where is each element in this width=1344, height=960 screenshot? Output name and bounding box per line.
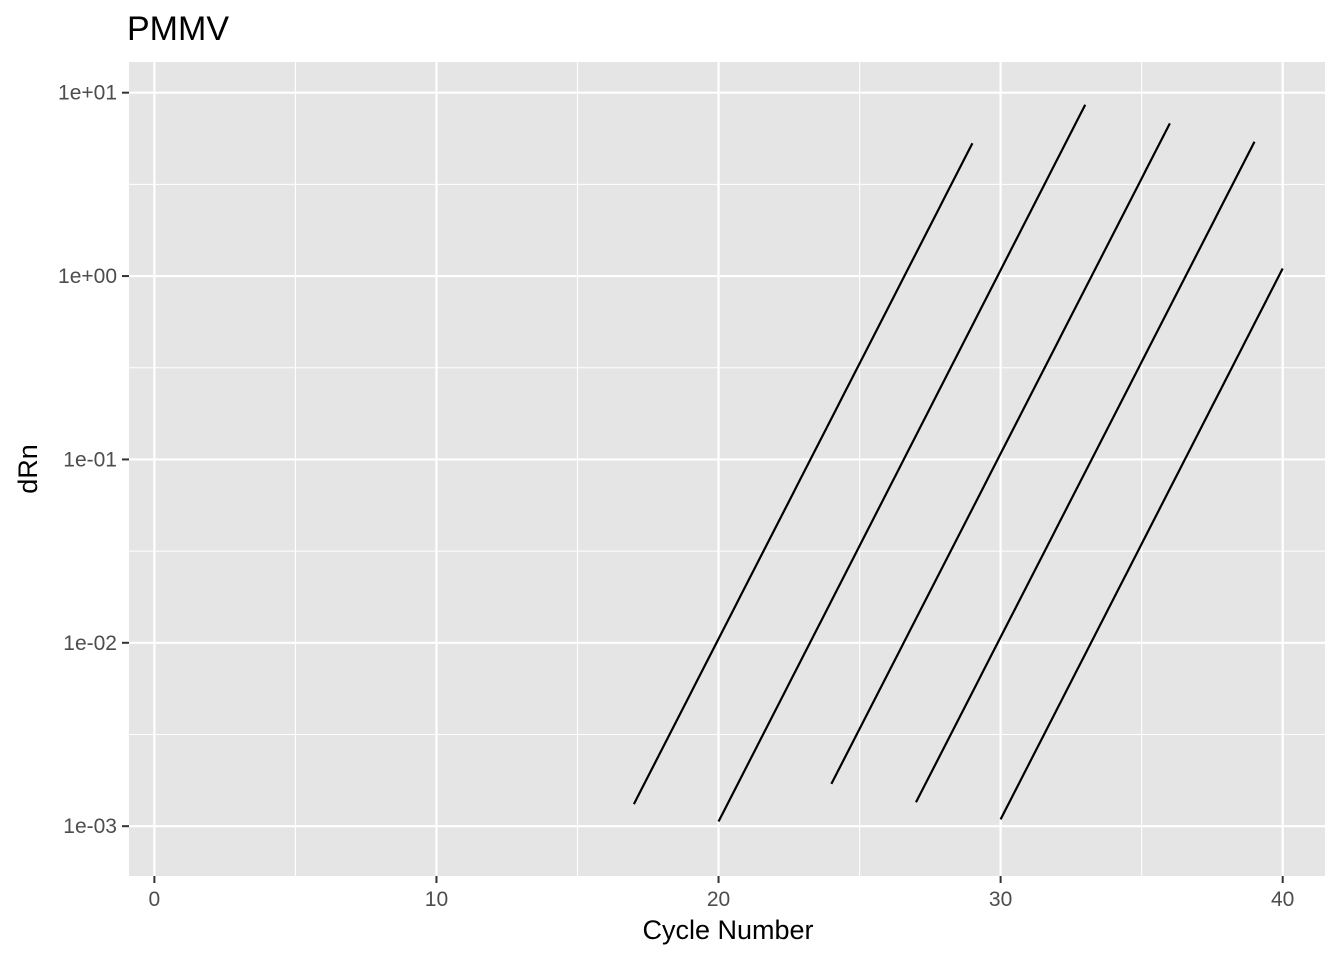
series-line-1 bbox=[632, 142, 974, 805]
x-axis-title: Cycle Number bbox=[642, 915, 813, 945]
y-axis-title: dRn bbox=[13, 444, 43, 494]
y-tick-label: 1e+00 bbox=[58, 265, 117, 288]
plot-panel bbox=[129, 62, 1325, 876]
chart-title: PMMV bbox=[127, 10, 229, 48]
y-tick-label: 1e-01 bbox=[63, 448, 117, 471]
x-axis: 0 10 20 30 40 bbox=[149, 876, 1294, 911]
x-tick-label: 10 bbox=[425, 888, 448, 911]
series-lines bbox=[632, 104, 1284, 823]
y-tick-label: 1e-02 bbox=[63, 632, 117, 655]
major-gridlines bbox=[129, 62, 1325, 876]
series-line-3 bbox=[830, 122, 1171, 785]
x-tick-label: 0 bbox=[149, 888, 161, 911]
series-line-4 bbox=[915, 141, 1256, 803]
x-tick-label: 40 bbox=[1271, 888, 1294, 911]
series-line-5 bbox=[999, 267, 1284, 820]
x-tick-label: 30 bbox=[989, 888, 1012, 911]
x-tick-label: 20 bbox=[707, 888, 730, 911]
minor-gridlines bbox=[129, 62, 1325, 876]
series-line-2 bbox=[717, 104, 1087, 823]
y-tick-label: 1e+01 bbox=[58, 82, 117, 105]
y-tick-label: 1e-03 bbox=[63, 815, 117, 838]
y-axis: 1e-03 1e-02 1e-01 1e+00 1e+01 bbox=[58, 82, 129, 838]
